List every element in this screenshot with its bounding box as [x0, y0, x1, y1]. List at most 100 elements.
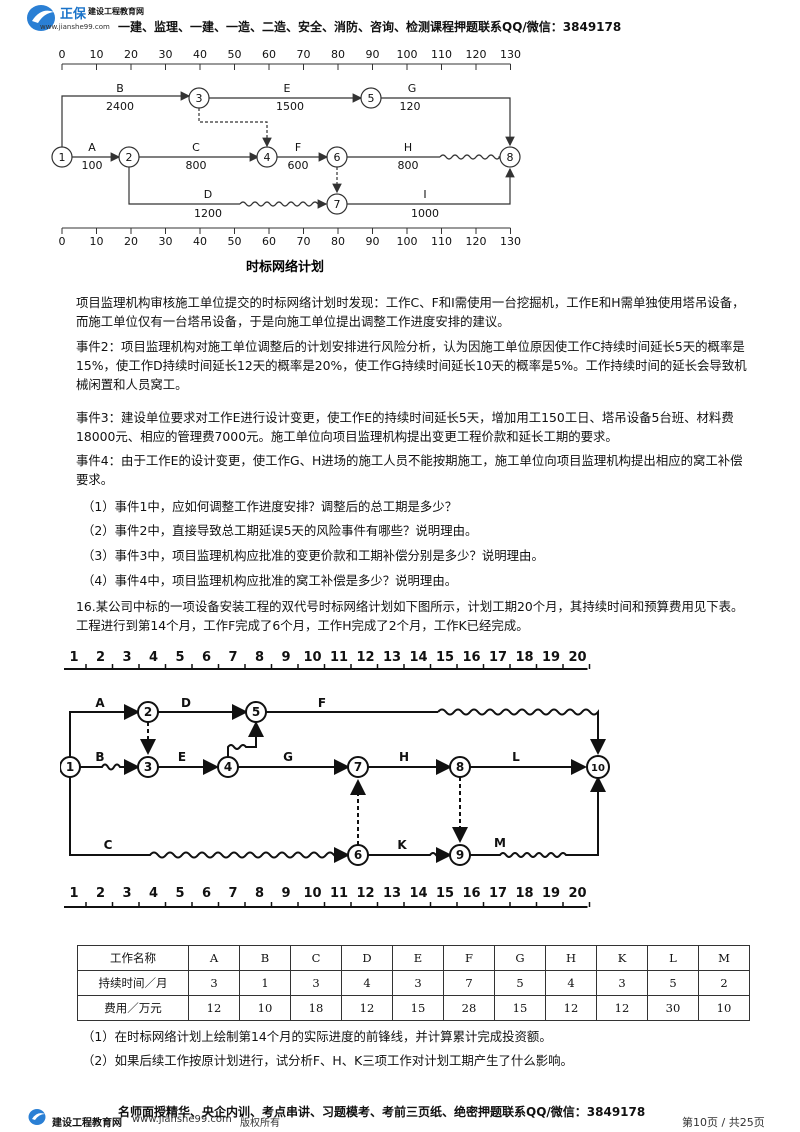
table-row: 费用／万元 12 10 18 12 15 28 15 12 12 30 10	[77, 995, 750, 1021]
activity-duration: 2400	[106, 100, 134, 113]
table-row-header: 费用／万元	[77, 995, 189, 1021]
axis-tick-label: 100	[397, 48, 418, 61]
activity-name: A	[88, 141, 96, 154]
table-cell: 3	[290, 970, 342, 996]
axis-tick-label: 10	[90, 235, 104, 248]
network-diagram-1: 0 10 20 30 40 50 60 70 80 90 100 110 120 130 0 10 20 30 40…	[51, 48, 521, 275]
activity-name: I	[423, 188, 426, 201]
node-label: 4	[224, 760, 232, 774]
activity-label: B	[95, 750, 104, 764]
axis-tick-label: 0	[59, 48, 66, 61]
activity-label: F	[318, 696, 326, 710]
table-cell: L	[647, 945, 699, 971]
activity-label: G	[283, 750, 293, 764]
paragraph-event4: 事件4：由于工作E的设计变更，使工作G、H进场的施工人员不能按期施工，施工单位向…	[76, 453, 743, 487]
table-cell: 15	[494, 995, 546, 1021]
node-label: 9	[456, 848, 464, 862]
activity-name: B	[116, 82, 124, 95]
axis-tick-label: 9	[281, 886, 290, 901]
axis-tick-label: 6	[202, 886, 211, 901]
activity-label: M	[494, 836, 506, 850]
activity-duration: 1000	[411, 207, 439, 220]
footer-rights: 版权所有	[240, 1118, 280, 1129]
axis-tick-label: 8	[255, 886, 264, 901]
axis-tick-label: 90	[366, 48, 380, 61]
activity-label: L	[512, 750, 520, 764]
axis-tick-label: 30	[159, 48, 173, 61]
axis-tick-label: 14	[409, 886, 427, 901]
activity-duration: 600	[288, 159, 309, 172]
axis-tick-label: 130	[500, 235, 521, 248]
table-cell: 12	[188, 995, 240, 1021]
axis-tick-label: 19	[542, 650, 560, 665]
node-label: 1	[59, 151, 66, 164]
axis-tick-label: 4	[149, 650, 158, 665]
node-label: 2	[126, 151, 133, 164]
table-cell: 5	[647, 970, 699, 996]
node-label: 6	[334, 151, 341, 164]
node-label: 4	[264, 151, 271, 164]
table-row: 持续时间／月 3 1 3 4 3 7 5 4 3 5 2	[77, 970, 750, 996]
axis-tick-label: 15	[436, 886, 454, 901]
axis-tick-label: 90	[366, 235, 380, 248]
table-cell: 4	[341, 970, 393, 996]
axis-tick-label: 16	[462, 650, 480, 665]
table-cell: 15	[392, 995, 444, 1021]
problem-16: 16.某公司中标的一项设备安装工程的双代号时标网络计划如下图所示，计划工期20个…	[76, 599, 744, 633]
axis-tick-label: 6	[202, 650, 211, 665]
table-cell: 3	[188, 970, 240, 996]
axis-tick-label: 70	[297, 235, 311, 248]
page-number: 第10页 / 共25页	[682, 1116, 765, 1129]
paragraph-event2: 事件2：项目监理机构对施工单位调整后的计划安排进行风险分析，认为因施工单位原因使…	[76, 339, 747, 392]
paragraph-event1: 项目监理机构审核施工单位提交的时标网络计划时发现：工作C、F和I需使用一台挖掘机…	[76, 295, 745, 329]
table-cell: 12	[596, 995, 648, 1021]
axis-tick-label: 20	[568, 886, 586, 901]
axis-tick-label: 100	[397, 235, 418, 248]
axis-tick-label: 7	[228, 886, 237, 901]
activity-label: H	[399, 750, 409, 764]
activity-duration: 1500	[276, 100, 304, 113]
table-cell: A	[188, 945, 240, 971]
table-row-header: 持续时间／月	[77, 970, 189, 996]
node-label: 5	[368, 92, 375, 105]
activity-name: D	[204, 188, 212, 201]
axis-tick-label: 12	[356, 886, 374, 901]
axis-tick-label: 70	[297, 48, 311, 61]
brand-url: www.jianshe99.com	[40, 23, 110, 31]
footer-brand: 建设工程教育网	[52, 1118, 122, 1129]
axis-tick-label: 8	[255, 650, 264, 665]
activity-duration: 800	[186, 159, 207, 172]
table-cell: 1	[239, 970, 291, 996]
axis-tick-label: 3	[122, 650, 131, 665]
paragraph-event3: 事件3：建设单位要求对工作E进行设计变更，使工作E的持续时间延长5天，增加用工1…	[76, 410, 734, 444]
table-cell: 5	[494, 970, 546, 996]
table-cell: B	[239, 945, 291, 971]
table-cell: 4	[545, 970, 597, 996]
node-label: 3	[144, 760, 152, 774]
table-row: 工作名称 A B C D E F G H K L M	[77, 945, 750, 971]
axis-tick-label: 12	[356, 650, 374, 665]
axis-tick-label: 14	[409, 650, 427, 665]
table-cell: 28	[443, 995, 495, 1021]
question-1: （1）事件1中，应如何调整工作进度安排？调整后的总工期是多少？	[82, 499, 458, 514]
axis-tick-label: 17	[489, 886, 507, 901]
activity-label: D	[181, 696, 191, 710]
axis-tick-label: 10	[303, 650, 321, 665]
table-cell: 3	[596, 970, 648, 996]
table-cell: K	[596, 945, 648, 971]
axis-tick-label: 2	[96, 886, 105, 901]
table-cell: M	[698, 945, 750, 971]
axis-tick-label: 80	[331, 48, 345, 61]
axis-tick-label: 130	[500, 48, 521, 61]
question-2: （2）事件2中，直接导致总工期延误5天的风险事件有哪些？说明理由。	[82, 523, 478, 538]
table-cell: 10	[239, 995, 291, 1021]
axis-tick-label: 40	[193, 235, 207, 248]
axis-tick-label: 60	[262, 235, 276, 248]
axis-tick-label: 110	[431, 235, 452, 248]
brand-name: 正保	[60, 7, 87, 22]
activity-name: C	[192, 141, 200, 154]
activity-label: C	[104, 838, 113, 852]
brand-subtitle: 建设工程教育网	[88, 7, 144, 16]
logo-icon	[27, 5, 55, 31]
